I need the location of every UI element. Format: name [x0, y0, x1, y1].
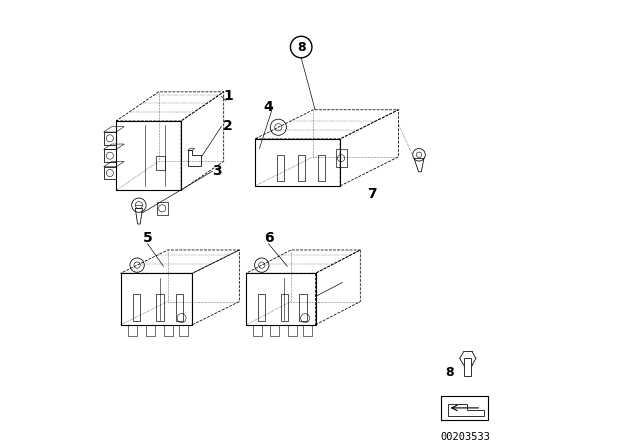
- Text: 4: 4: [264, 99, 273, 114]
- Bar: [464, 358, 472, 376]
- Text: 7: 7: [367, 186, 376, 201]
- Text: 1: 1: [223, 89, 233, 103]
- Text: 6: 6: [264, 231, 273, 246]
- Text: 5: 5: [143, 231, 152, 246]
- Text: 2: 2: [223, 119, 233, 134]
- Text: 3: 3: [212, 164, 222, 178]
- Text: 00203533: 00203533: [440, 432, 491, 442]
- Text: 8: 8: [445, 366, 454, 379]
- Text: 8: 8: [297, 40, 305, 54]
- Bar: [441, 396, 488, 420]
